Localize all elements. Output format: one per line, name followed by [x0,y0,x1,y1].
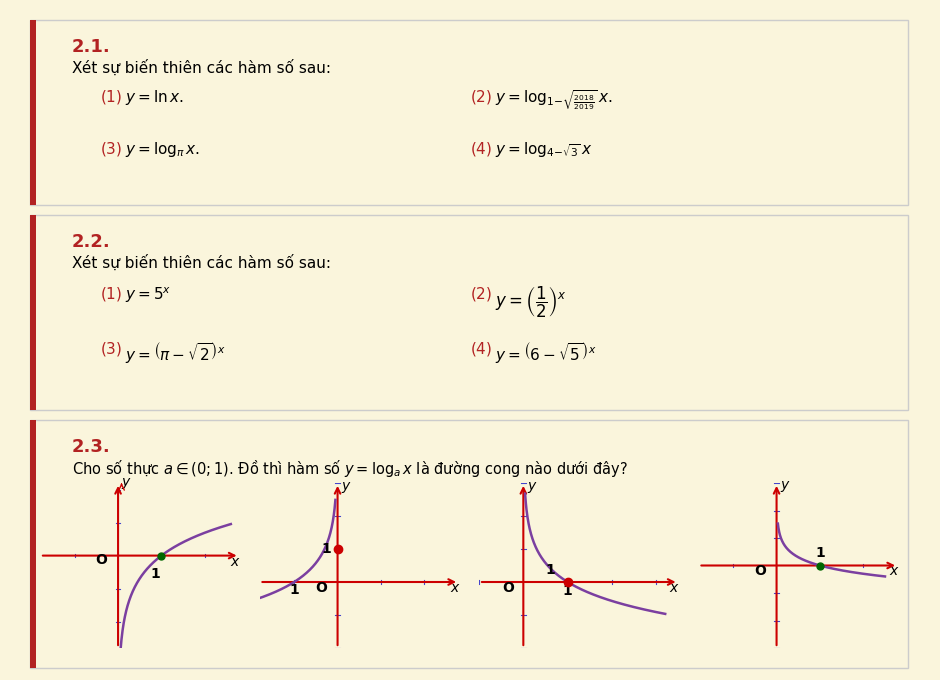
Bar [30,215,908,410]
Text: 1: 1 [290,583,299,596]
Text: 1: 1 [545,563,555,577]
Text: $y = \log_{1-\sqrt{\frac{2018}{2019}}} x.$: $y = \log_{1-\sqrt{\frac{2018}{2019}}} x… [495,88,613,112]
Bar [30,215,36,410]
Text: 1: 1 [563,584,572,598]
Text: O: O [315,581,327,595]
Bar [30,420,908,668]
Text: y: y [121,475,130,490]
Text: x: x [889,564,898,578]
Text: $(4)$: $(4)$ [470,140,493,158]
Text: $y = 5^x$: $y = 5^x$ [125,285,171,305]
Text: O: O [95,553,107,567]
Text: Cho số thực $a \in (0;1)$. Đồ thì hàm số $y = \log_a x$ là đường cong nào dưới đ: Cho số thực $a \in (0;1)$. Đồ thì hàm số… [72,458,628,479]
Text: $(4)$: $(4)$ [470,340,493,358]
Text: $y = \left(\dfrac{1}{2}\right)^x$: $y = \left(\dfrac{1}{2}\right)^x$ [495,285,567,320]
Text: $(2)$: $(2)$ [470,88,493,106]
Text: $y = \log_{4-\sqrt{3}} x$: $y = \log_{4-\sqrt{3}} x$ [495,140,592,159]
Text: 2.1.: 2.1. [72,38,111,56]
Text: $y = \left(6 - \sqrt{5}\right)^x$: $y = \left(6 - \sqrt{5}\right)^x$ [495,340,597,365]
Text: x: x [669,581,678,595]
Text: $(3)$: $(3)$ [100,340,122,358]
Text: 1: 1 [150,567,160,581]
Text: $(1)$: $(1)$ [100,285,122,303]
Text: Xét sự biến thiên các hàm số sau:: Xét sự biến thiên các hàm số sau: [72,255,331,271]
Text: y: y [341,479,350,492]
Text: Xét sự biến thiên các hàm số sau:: Xét sự biến thiên các hàm số sau: [72,60,331,76]
Text: y: y [527,479,535,492]
Text: 2.3.: 2.3. [72,438,111,456]
Text: $(1)$: $(1)$ [100,88,122,106]
Text: O: O [503,581,514,595]
Bar [30,420,36,668]
Text: 2.2.: 2.2. [72,233,111,251]
Text: y: y [780,477,789,492]
Text: 1: 1 [321,542,331,556]
Bar [30,20,908,205]
Bar [30,20,36,205]
Text: $y = \ln x.$: $y = \ln x.$ [125,88,184,107]
Text: $(3)$: $(3)$ [100,140,122,158]
Text: $(2)$: $(2)$ [470,285,493,303]
Text: $y = \left(\pi - \sqrt{2}\right)^x$: $y = \left(\pi - \sqrt{2}\right)^x$ [125,340,226,365]
Text: x: x [231,554,239,568]
Text: $y = \log_{\pi} x.$: $y = \log_{\pi} x.$ [125,140,200,159]
Text: 1: 1 [815,546,824,560]
Text: O: O [754,564,766,578]
Text: x: x [450,581,459,595]
